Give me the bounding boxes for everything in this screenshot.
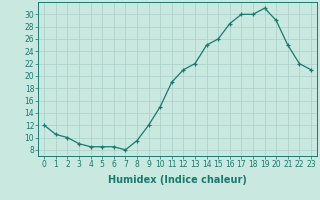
X-axis label: Humidex (Indice chaleur): Humidex (Indice chaleur)	[108, 175, 247, 185]
